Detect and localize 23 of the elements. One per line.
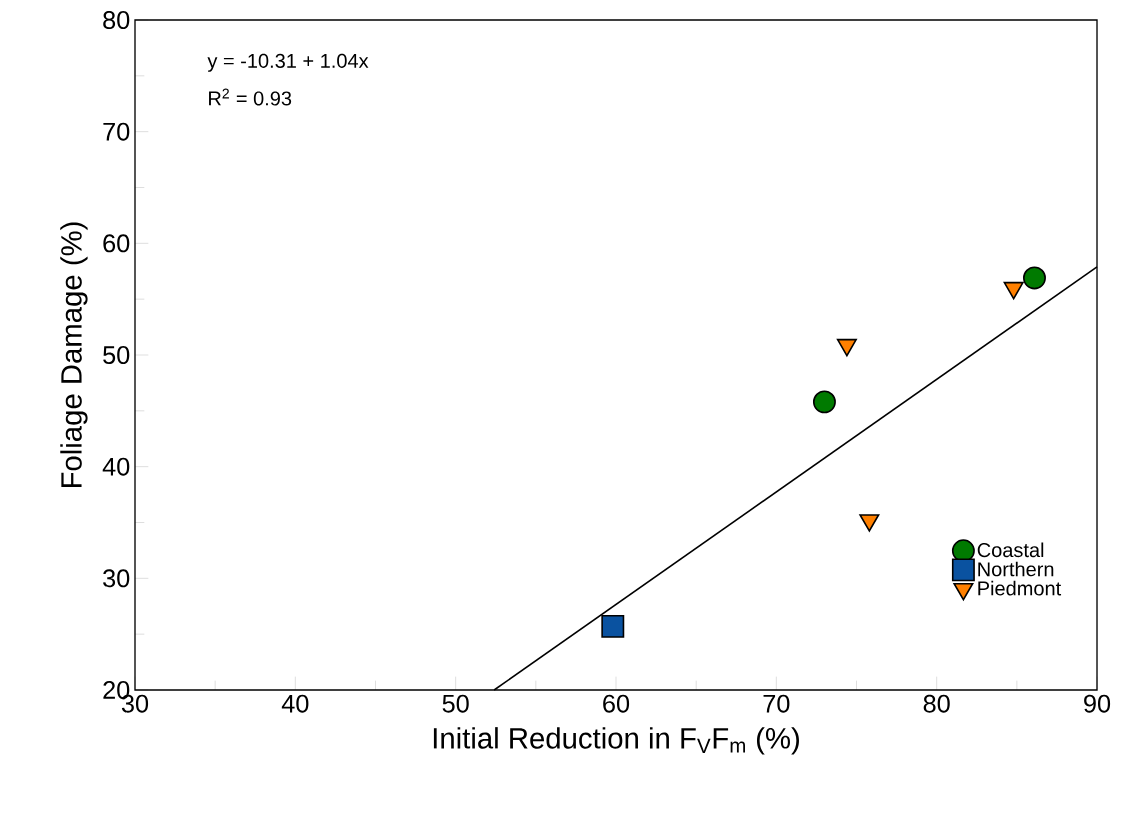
legend-label: Northern — [978, 561, 1054, 577]
y-tick-label: 70 — [103, 122, 130, 141]
legend-label: Piedmont — [978, 580, 1062, 596]
y-tick-label: 30 — [103, 569, 130, 588]
x-tick-label: 90 — [1084, 694, 1111, 713]
x-tick-label: 60 — [603, 694, 630, 713]
y-tick-label: 50 — [103, 346, 130, 364]
x-axis-title: Initial Reduction in F$_{V}$F$_{m}$ (%) — [433, 727, 799, 755]
x-tick-label: 70 — [763, 694, 790, 713]
legend-label: Coastal — [977, 542, 1044, 558]
y-tick-label: 40 — [102, 457, 130, 476]
x-tick-label: 80 — [923, 694, 950, 713]
point — [1003, 281, 1024, 300]
x-tick-label: 50 — [442, 694, 469, 713]
y-tick-label: 60 — [103, 234, 130, 253]
y-axis-title: Foliage Damage (%) — [60, 222, 88, 488]
point — [601, 614, 625, 638]
annotation: R$^{2}$ = 0.93 — [209, 88, 292, 106]
y-tick-label: 80 — [103, 11, 130, 29]
point — [812, 390, 836, 414]
x-tick-label: 40 — [281, 694, 309, 713]
annotation: y = -10.31 + 1.04x — [207, 53, 369, 72]
point — [836, 338, 857, 357]
